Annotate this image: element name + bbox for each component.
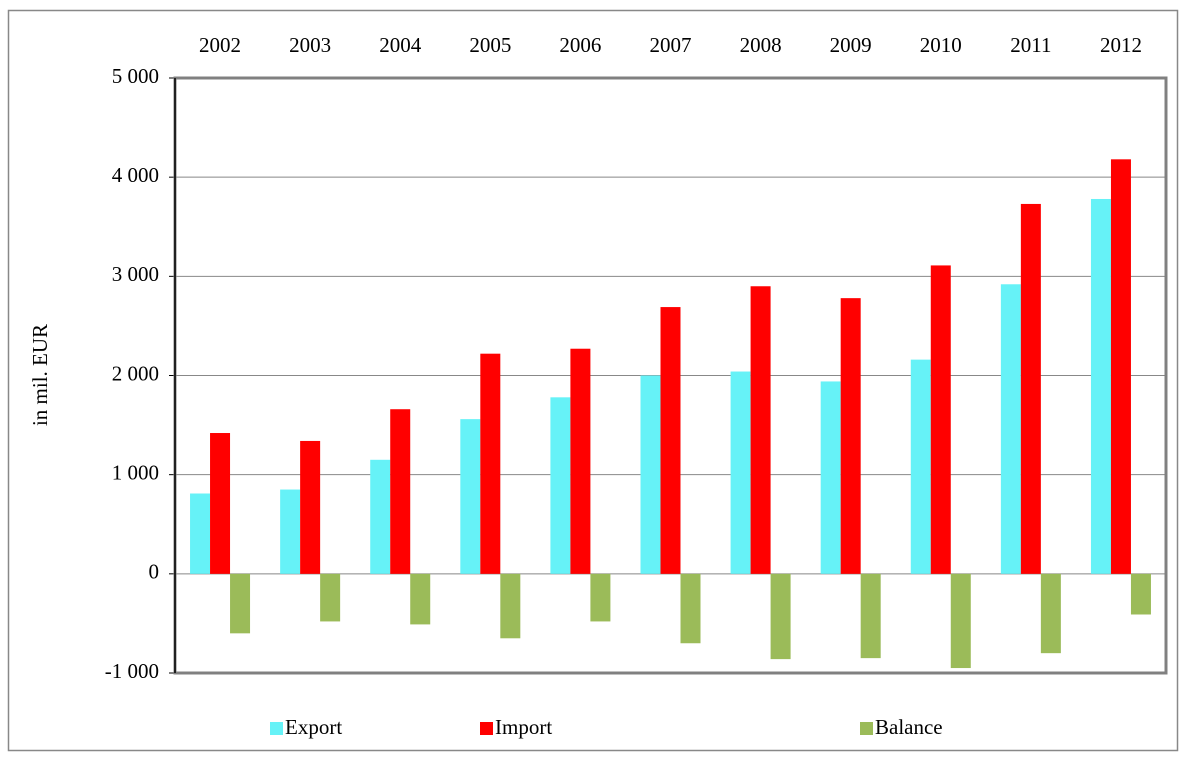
bar (950, 573, 971, 669)
x-tick-label: 2007 (650, 33, 692, 57)
legend-label: Import (495, 715, 552, 739)
y-tick-label: -1 000 (105, 659, 159, 683)
bar (860, 573, 881, 659)
legend-swatch (270, 722, 283, 735)
bar (910, 359, 931, 574)
bar (570, 348, 591, 574)
bar (770, 573, 791, 660)
x-tick-label: 2010 (920, 33, 962, 57)
x-tick-label: 2008 (740, 33, 782, 57)
bar (1090, 198, 1111, 574)
bar (840, 298, 861, 574)
bar (1130, 573, 1151, 615)
bar (820, 381, 841, 574)
bar (640, 375, 661, 574)
bar (660, 307, 681, 574)
bar (190, 493, 211, 574)
y-tick-label: 3 000 (112, 262, 159, 286)
x-tick-label: 2012 (1100, 33, 1142, 57)
bar (930, 265, 951, 574)
bar (1040, 573, 1061, 654)
bar (280, 489, 301, 574)
bar (680, 573, 701, 644)
bar (210, 433, 231, 574)
bar (390, 409, 411, 574)
bar (1020, 203, 1041, 574)
y-tick-label: 1 000 (112, 460, 159, 484)
y-axis-label: in mil. EUR (28, 324, 52, 426)
bar (1110, 159, 1131, 574)
x-tick-label: 2005 (469, 33, 511, 57)
legend-label: Balance (875, 715, 943, 739)
bar (460, 419, 481, 574)
legend-swatch (480, 722, 493, 735)
bar (750, 286, 771, 574)
y-tick-label: 5 000 (112, 64, 159, 88)
legend-swatch (860, 722, 873, 735)
y-tick-label: 4 000 (112, 163, 159, 187)
x-tick-label: 2004 (379, 33, 422, 57)
x-tick-label: 2011 (1010, 33, 1051, 57)
bar (590, 573, 611, 622)
y-tick-label: 2 000 (112, 361, 159, 385)
bar (1000, 284, 1021, 574)
legend-label: Export (285, 715, 342, 739)
bar (320, 573, 341, 622)
y-tick-label: 0 (149, 560, 160, 584)
bar (730, 371, 751, 574)
x-tick-label: 2002 (199, 33, 241, 57)
x-tick-label: 2009 (830, 33, 872, 57)
bar (410, 573, 431, 625)
chart-frame (7, 9, 1179, 752)
bar (300, 440, 321, 574)
bar (480, 353, 501, 574)
bar (550, 397, 571, 574)
bar (230, 573, 251, 634)
bar (500, 573, 521, 639)
x-tick-label: 2003 (289, 33, 331, 57)
bar (370, 459, 391, 574)
x-tick-label: 2006 (559, 33, 601, 57)
